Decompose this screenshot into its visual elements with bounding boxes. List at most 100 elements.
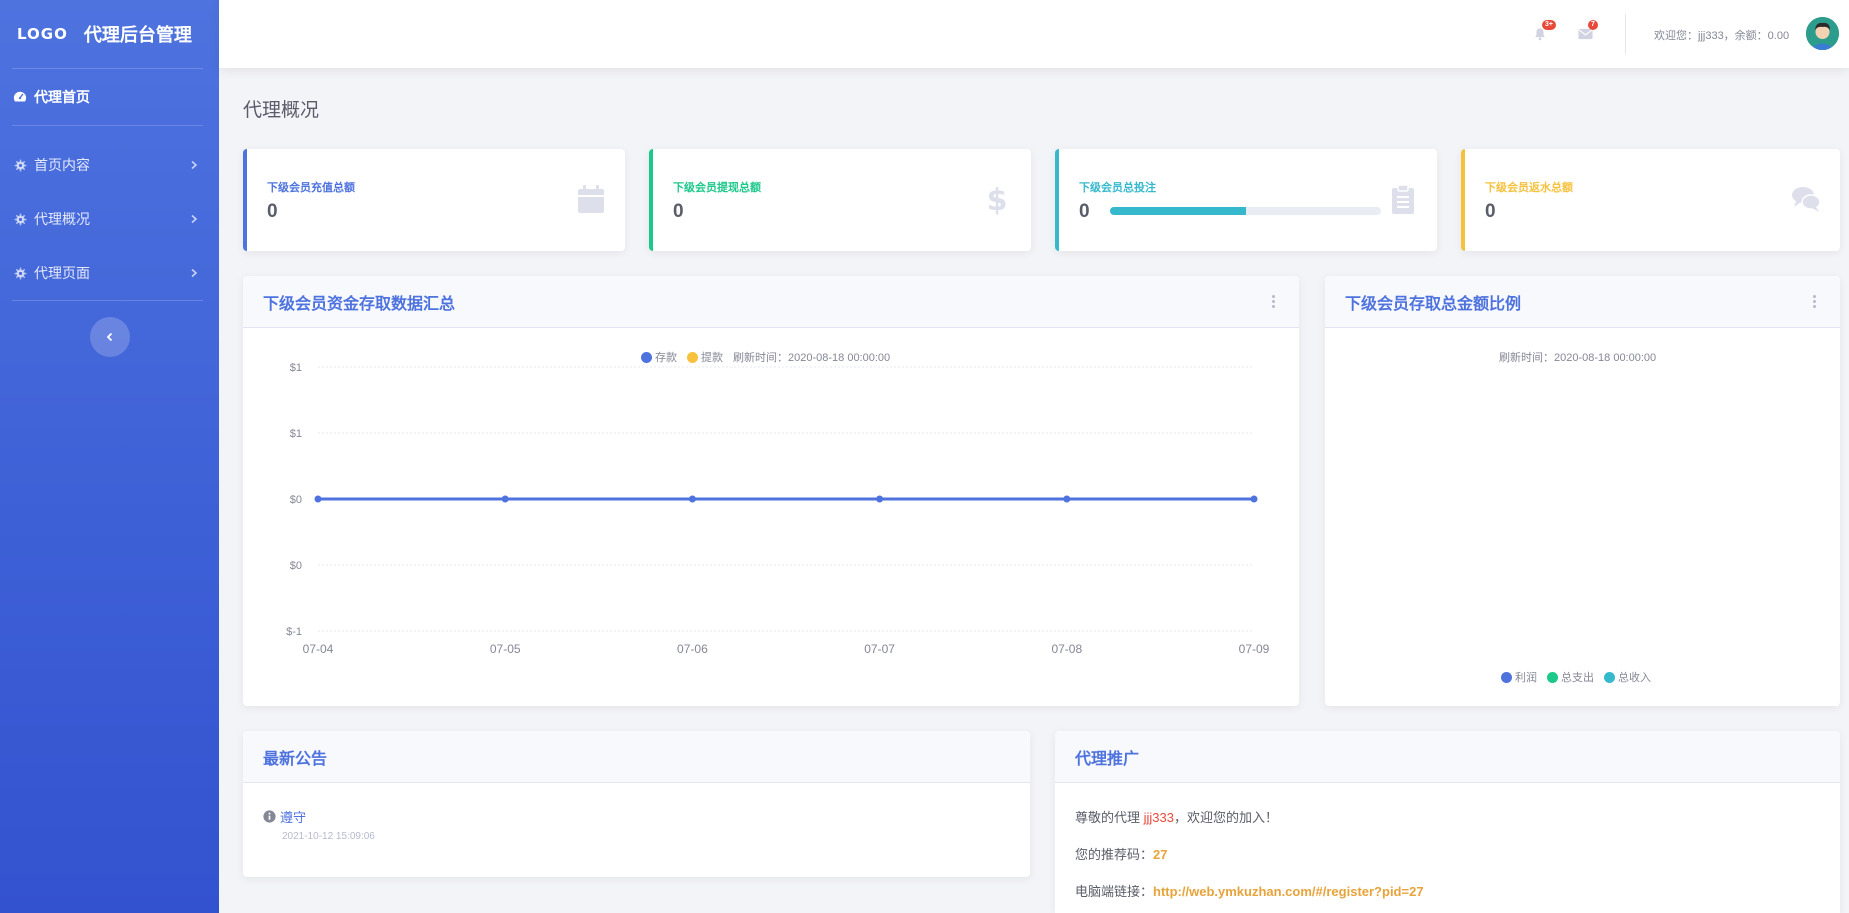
sidebar-divider — [12, 125, 203, 126]
chevron-left-icon — [106, 332, 112, 342]
sidebar-item-home-content[interactable]: 首页内容 — [0, 138, 219, 192]
x-tick-label: 07-06 — [677, 642, 708, 656]
card-header: 下级会员资金存取数据汇总 — [243, 276, 1299, 328]
calendar-icon — [578, 185, 604, 213]
y-tick-label: $0 — [290, 494, 302, 506]
topbar-divider — [1625, 14, 1626, 54]
notice-card: 最新公告 遵守 2021-10-12 15:09:06 — [243, 731, 1030, 877]
x-tick-label: 07-07 — [864, 642, 895, 656]
avatar[interactable] — [1806, 17, 1839, 50]
legend-item-income[interactable]: 总收入 — [1604, 669, 1651, 685]
legend-item-profit[interactable]: 利润 — [1501, 669, 1537, 685]
legend-item-deposit[interactable]: 存款 — [641, 349, 677, 365]
page-title: 代理概况 — [243, 100, 320, 121]
messages-button[interactable]: 7 — [1576, 20, 1600, 46]
stat-card-bets: 下级会员总投注 0 — [1055, 149, 1437, 251]
progress-fill — [1110, 207, 1246, 215]
sidebar-item-label: 代理概况 — [34, 211, 90, 227]
card-title: 下级会员资金存取数据汇总 — [263, 295, 456, 313]
stat-label: 下级会员提现总额 — [673, 182, 761, 194]
sidebar-item-label: 首页内容 — [34, 157, 90, 173]
stat-label: 下级会员充值总额 — [267, 182, 355, 194]
bell-icon — [1535, 28, 1545, 41]
x-tick-label: 07-08 — [1051, 642, 1082, 656]
promo-link-row: 电脑端链接：http://web.ymkuzhan.com/#/register… — [1075, 884, 1424, 899]
gear-icon — [12, 157, 28, 173]
sidebar-item-home[interactable]: 代理首页 — [0, 69, 219, 125]
legend-item-expense[interactable]: 总支出 — [1547, 669, 1594, 685]
envelope-icon — [1578, 28, 1593, 40]
sidebar-item-pages[interactable]: 代理页面 — [0, 246, 219, 300]
promo-code-row: 您的推荐码：27 — [1075, 847, 1168, 862]
stat-card-withdraw: 下级会员提现总额 0 $ — [649, 149, 1031, 251]
card-header: 代理推广 — [1055, 731, 1840, 783]
messages-badge: 7 — [1588, 20, 1598, 30]
data-point — [314, 495, 322, 503]
y-tick-label: $-1 — [286, 626, 302, 638]
promo-code: 27 — [1153, 847, 1168, 862]
notice-item: 遵守 2021-10-12 15:09:06 — [263, 807, 375, 842]
sidebar-item-overview[interactable]: 代理概况 — [0, 192, 219, 246]
data-point — [688, 495, 696, 503]
alerts-badge: 3+ — [1542, 20, 1556, 30]
data-point — [501, 495, 509, 503]
more-options-icon[interactable] — [1267, 294, 1279, 310]
topbar: 3+ 7 欢迎您：jjj333，余额：0.00 — [219, 0, 1849, 68]
stat-value: 0 — [267, 201, 278, 222]
info-icon — [263, 810, 276, 823]
chevron-right-icon — [191, 268, 198, 278]
chart-legend: 存款 提款 刷新时间：2020-08-18 00:00:00 — [641, 349, 890, 365]
sidebar-divider — [12, 300, 203, 301]
stat-value: 0 — [1485, 201, 1496, 222]
x-tick-label: 07-04 — [303, 642, 334, 656]
refresh-time: 刷新时间：2020-08-18 00:00:00 — [1499, 352, 1657, 364]
brand[interactable]: LOGO 代理后台管理 — [0, 0, 219, 68]
user-avatar-icon — [1806, 17, 1839, 50]
data-point — [1063, 495, 1071, 503]
sidebar-item-label: 代理页面 — [34, 265, 90, 281]
card-header: 下级会员存取总金额比例 — [1325, 276, 1840, 328]
data-point — [876, 495, 884, 503]
promo-link[interactable]: http://web.ymkuzhan.com/#/register?pid=2… — [1153, 884, 1424, 899]
stat-value: 0 — [673, 201, 684, 222]
chevron-right-icon — [191, 214, 198, 224]
more-options-icon[interactable] — [1808, 294, 1820, 310]
x-tick-label: 07-05 — [490, 642, 521, 656]
stat-value: 0 — [1079, 201, 1090, 222]
comments-icon — [1792, 187, 1821, 212]
x-tick-label: 07-09 — [1239, 642, 1270, 656]
y-tick-label: $1 — [290, 362, 302, 374]
dashboard-icon — [12, 89, 28, 105]
data-point — [1250, 495, 1258, 503]
gear-icon — [12, 265, 28, 281]
stat-label: 下级会员返水总额 — [1485, 182, 1573, 194]
progress-bar — [1110, 207, 1381, 215]
promo-username: jjj333 — [1143, 810, 1174, 825]
sidebar-item-label: 代理首页 — [34, 89, 90, 105]
logo: LOGO — [17, 25, 68, 43]
card-title: 代理推广 — [1075, 750, 1140, 768]
pie-legend: 利润 总支出 总收入 — [1501, 669, 1661, 685]
legend-item-withdraw[interactable]: 提款 — [687, 349, 723, 365]
sidebar: LOGO 代理后台管理 代理首页 首页内容 代理概况 代理页面 — [0, 0, 219, 913]
card-title: 最新公告 — [263, 750, 328, 768]
y-tick-label: $0 — [290, 560, 302, 572]
card-title: 下级会员存取总金额比例 — [1345, 295, 1522, 313]
stat-card-rebate: 下级会员返水总额 0 — [1461, 149, 1840, 251]
notice-link[interactable]: 遵守 — [263, 807, 375, 826]
welcome-text[interactable]: 欢迎您：jjj333，余额：0.00 — [1654, 30, 1790, 42]
stat-label: 下级会员总投注 — [1079, 182, 1156, 194]
sidebar-toggle-button[interactable] — [89, 317, 130, 357]
notice-date: 2021-10-12 15:09:06 — [282, 831, 375, 842]
promo-greeting: 尊敬的代理 jjj333，欢迎您的加入！ — [1075, 810, 1278, 825]
sidebar-divider — [12, 68, 203, 69]
line-chart-card: 下级会员资金存取数据汇总 存款 提款 刷新时间：2020-08-18 00:00… — [243, 276, 1299, 706]
line-chart: $1 $1 $0 $0 $-107-04 07-05 07-06 07-07 07-08 07-0… — [286, 362, 1270, 656]
pie-chart-card: 下级会员存取总金额比例 刷新时间：2020-08-18 00:00:00 利润 … — [1325, 276, 1840, 706]
alerts-button[interactable]: 3+ — [1530, 20, 1556, 46]
gear-icon — [12, 211, 28, 227]
clipboard-icon — [1392, 184, 1414, 214]
promo-card: 代理推广 尊敬的代理 jjj333，欢迎您的加入！ 您的推荐码：27 电脑端链接… — [1055, 731, 1840, 913]
svg-text:$: $ — [987, 183, 1008, 215]
refresh-time: 刷新时间：2020-08-18 00:00:00 — [733, 352, 891, 364]
